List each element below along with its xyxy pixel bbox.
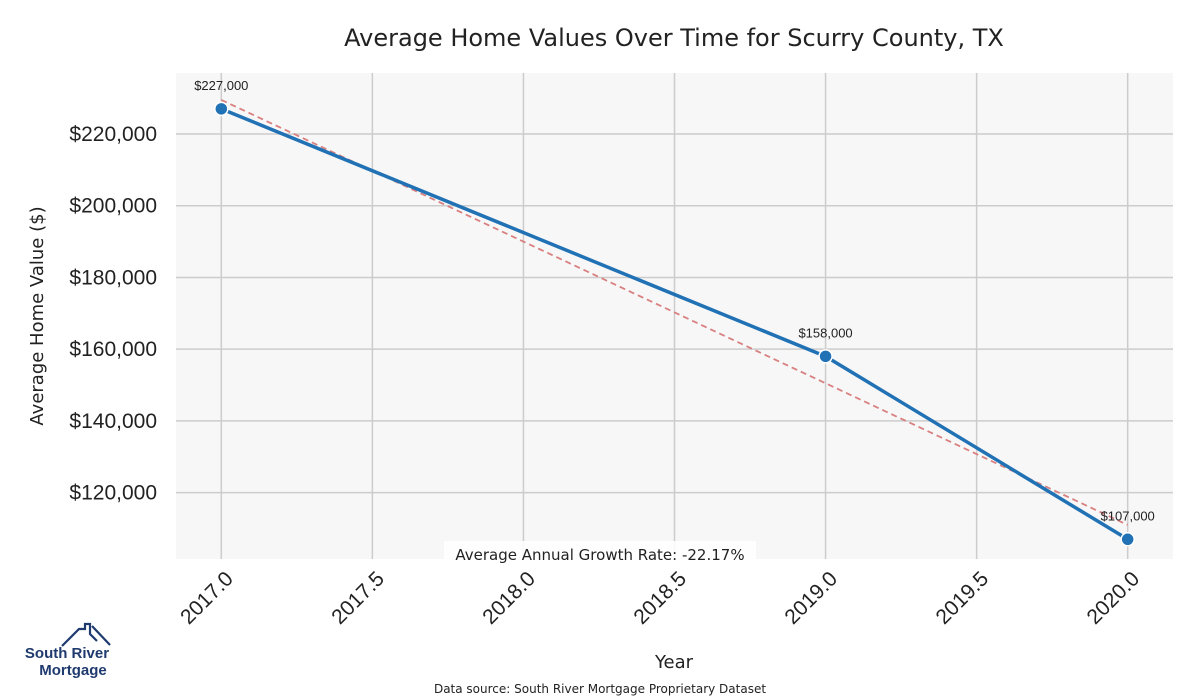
grid xyxy=(176,73,1173,559)
house-roof-icon-right xyxy=(91,625,111,646)
growth-annotation: Average Annual Growth Rate: -22.17% xyxy=(455,546,744,564)
data-label: $158,000 xyxy=(798,325,852,340)
y-tick-label: $120,000 xyxy=(69,482,157,505)
y-tick-label: $180,000 xyxy=(69,266,157,289)
y-tick-label: $160,000 xyxy=(69,338,157,361)
y-axis-ticks: $120,000 $140,000 $160,000 $180,000 $200,000… xyxy=(69,123,157,505)
x-tick-label: 2019.0 xyxy=(780,567,842,629)
x-axis-ticks: 2017.0 2017.5 2018.0 2018.5 2019.0 2019.5 2020… xyxy=(176,567,1144,629)
trend-line xyxy=(220,99,1129,526)
chart-title: Average Home Values Over Time for Scurry… xyxy=(344,24,1004,52)
data-point xyxy=(1120,532,1135,547)
x-tick-label: 2020.0 xyxy=(1083,567,1145,629)
y-tick-label: $140,000 xyxy=(69,410,157,433)
y-axis-label: Average Home Value ($) xyxy=(27,206,48,425)
y-tick-label: $220,000 xyxy=(69,123,157,146)
data-point xyxy=(214,101,229,117)
logo-line1: South River xyxy=(25,645,109,662)
data-labels: $227,000 $158,000 $107,000 xyxy=(194,78,1155,523)
x-tick-label: 2017.5 xyxy=(327,567,389,629)
x-tick-label: 2019.5 xyxy=(931,567,993,629)
x-tick-label: 2018.0 xyxy=(478,567,540,629)
house-roof-icon xyxy=(61,622,98,647)
logo: South River Mortgage xyxy=(25,622,111,679)
data-source-footer: Data source: South River Mortgage Propri… xyxy=(434,682,766,696)
data-label: $227,000 xyxy=(194,78,248,93)
data-point xyxy=(818,349,833,364)
growth-annotation-box xyxy=(444,541,756,566)
x-axis-label: Year xyxy=(654,652,694,673)
data-points xyxy=(214,101,1135,547)
x-tick-label: 2017.0 xyxy=(176,567,238,629)
logo-line2: Mortgage xyxy=(39,662,107,679)
y-tick-label: $200,000 xyxy=(69,195,157,218)
x-tick-label: 2018.5 xyxy=(629,567,691,629)
data-label: $107,000 xyxy=(1101,508,1155,523)
